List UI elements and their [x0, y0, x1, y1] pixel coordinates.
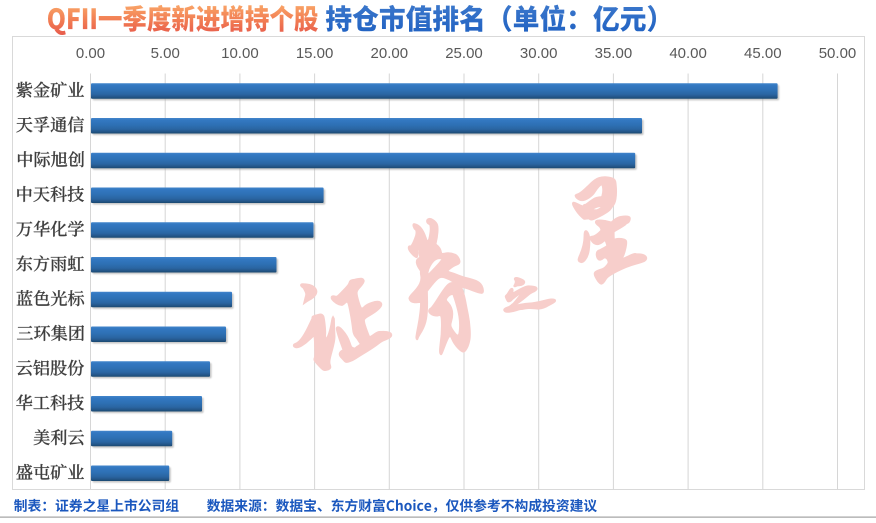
svg-text:50.00: 50.00 — [819, 45, 857, 62]
svg-text:25.00: 25.00 — [445, 45, 483, 62]
svg-text:20.00: 20.00 — [371, 45, 409, 62]
svg-text:10.00: 10.00 — [221, 45, 259, 62]
svg-text:15.00: 15.00 — [296, 45, 334, 62]
svg-text:40.00: 40.00 — [669, 45, 707, 62]
svg-text:35.00: 35.00 — [595, 45, 633, 62]
svg-text:45.00: 45.00 — [744, 45, 782, 62]
svg-text:5.00: 5.00 — [151, 45, 180, 62]
svg-text:0.00: 0.00 — [76, 45, 105, 62]
svg-text:30.00: 30.00 — [520, 45, 558, 62]
